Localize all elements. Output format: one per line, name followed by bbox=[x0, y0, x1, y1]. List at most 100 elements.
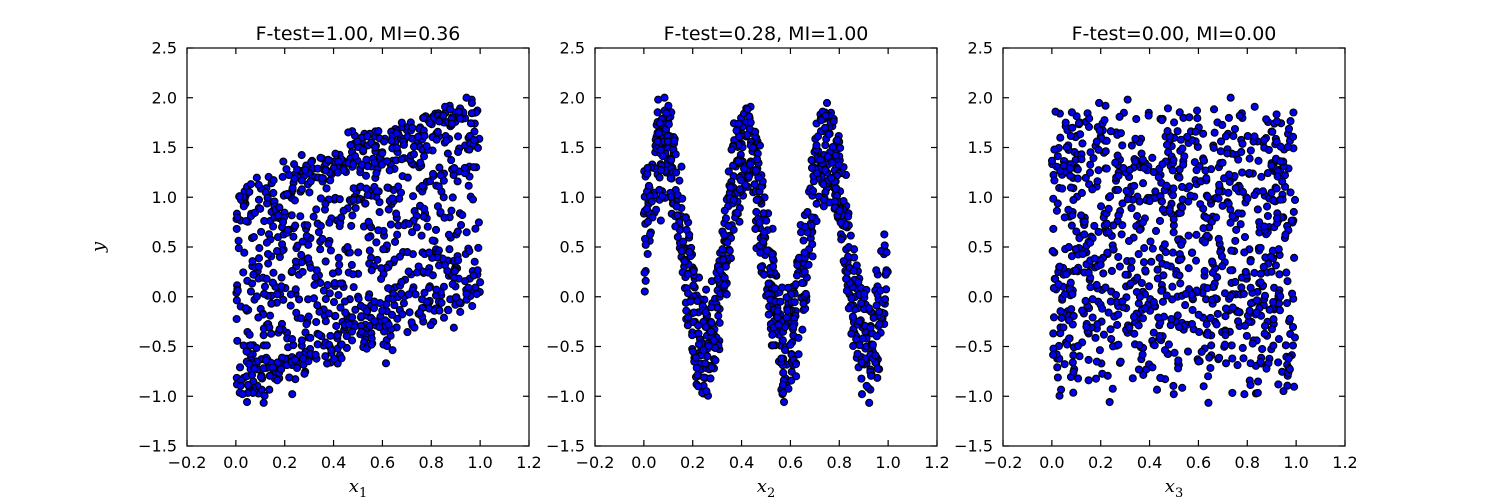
data-point bbox=[1053, 152, 1062, 161]
data-point bbox=[407, 318, 416, 327]
data-point bbox=[1049, 313, 1059, 322]
x-tick-label: 0.6 bbox=[370, 453, 395, 472]
data-point bbox=[304, 254, 313, 263]
data-point bbox=[724, 221, 733, 230]
data-point bbox=[260, 391, 269, 400]
data-point bbox=[754, 173, 763, 182]
data-point bbox=[882, 268, 891, 277]
data-point bbox=[1284, 354, 1293, 363]
data-point bbox=[348, 270, 358, 279]
data-point bbox=[711, 343, 720, 353]
data-point bbox=[1245, 154, 1254, 163]
data-point bbox=[1254, 156, 1263, 165]
data-point bbox=[694, 321, 703, 330]
data-point bbox=[311, 350, 320, 359]
data-point bbox=[682, 225, 691, 234]
data-point bbox=[234, 236, 243, 245]
data-point bbox=[413, 132, 423, 141]
data-point bbox=[236, 381, 245, 390]
data-point bbox=[1232, 225, 1241, 234]
data-point bbox=[1139, 258, 1149, 267]
data-point bbox=[254, 313, 263, 322]
data-point bbox=[755, 218, 764, 227]
data-point bbox=[827, 174, 836, 183]
data-point bbox=[364, 217, 373, 226]
data-point bbox=[466, 119, 475, 128]
data-point bbox=[285, 373, 294, 382]
data-point bbox=[1118, 221, 1127, 230]
data-point bbox=[442, 136, 451, 145]
data-point bbox=[829, 117, 838, 126]
data-point bbox=[327, 346, 336, 355]
data-point bbox=[347, 260, 356, 270]
data-point bbox=[1048, 247, 1057, 256]
data-point bbox=[296, 212, 305, 221]
data-point bbox=[1191, 256, 1201, 265]
data-point bbox=[679, 237, 688, 246]
data-point bbox=[326, 331, 335, 340]
data-point bbox=[1212, 320, 1221, 329]
x3-symbol: x bbox=[1165, 476, 1175, 497]
data-point bbox=[1188, 248, 1197, 257]
data-point bbox=[256, 372, 266, 382]
data-point bbox=[1262, 115, 1271, 124]
data-point bbox=[322, 184, 331, 193]
data-point bbox=[1066, 171, 1075, 180]
data-point bbox=[1159, 271, 1168, 280]
data-point bbox=[344, 128, 353, 137]
data-point bbox=[781, 346, 790, 355]
data-point bbox=[1134, 299, 1143, 308]
data-point bbox=[460, 277, 470, 286]
data-point bbox=[1231, 277, 1240, 287]
data-point bbox=[245, 187, 254, 197]
data-point bbox=[1227, 341, 1236, 350]
x2-subscript: 2 bbox=[767, 486, 775, 500]
x1-symbol: x bbox=[349, 476, 359, 497]
data-point bbox=[854, 278, 863, 287]
data-point bbox=[397, 118, 406, 127]
data-point bbox=[852, 335, 861, 344]
data-point bbox=[1080, 217, 1089, 226]
x-tick-label: 0.2 bbox=[680, 453, 705, 472]
data-point bbox=[847, 294, 856, 303]
data-point bbox=[1072, 227, 1081, 236]
data-point bbox=[867, 371, 876, 380]
data-point bbox=[244, 360, 254, 369]
data-point bbox=[643, 249, 652, 259]
data-point bbox=[1102, 219, 1111, 228]
data-point bbox=[1113, 151, 1122, 160]
x-tick-label: 1.0 bbox=[875, 453, 900, 472]
data-point bbox=[1170, 118, 1179, 127]
x-tick-label: 1.0 bbox=[1283, 453, 1308, 472]
data-point bbox=[1176, 279, 1185, 288]
data-point bbox=[316, 194, 325, 203]
data-point bbox=[1095, 98, 1104, 108]
data-point bbox=[1115, 112, 1124, 121]
data-point bbox=[1181, 289, 1190, 299]
x-tick-label: 0.8 bbox=[1235, 453, 1260, 472]
data-point bbox=[370, 297, 379, 306]
data-point bbox=[1267, 267, 1276, 276]
data-point bbox=[1088, 295, 1097, 304]
data-point bbox=[404, 219, 414, 228]
y-tick-label: −1.0 bbox=[546, 387, 585, 406]
data-point bbox=[1068, 123, 1077, 132]
data-point bbox=[1221, 359, 1231, 368]
data-point bbox=[881, 295, 890, 304]
data-point bbox=[1220, 289, 1230, 298]
data-point bbox=[248, 257, 257, 266]
data-point bbox=[876, 286, 885, 295]
data-point bbox=[1078, 306, 1087, 315]
data-point bbox=[1245, 306, 1254, 315]
data-point bbox=[428, 236, 437, 245]
data-point bbox=[414, 262, 423, 271]
data-point bbox=[880, 230, 889, 239]
data-point bbox=[434, 182, 443, 191]
data-point bbox=[1106, 297, 1115, 306]
data-point bbox=[1243, 131, 1252, 141]
data-point bbox=[334, 157, 343, 166]
data-point bbox=[375, 323, 384, 332]
data-point bbox=[1272, 184, 1281, 193]
data-point bbox=[1218, 158, 1227, 167]
data-point bbox=[419, 152, 429, 161]
